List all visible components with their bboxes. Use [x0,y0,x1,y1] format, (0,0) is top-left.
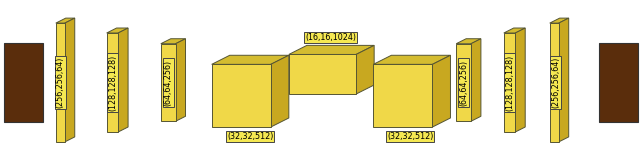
Polygon shape [175,39,186,121]
Polygon shape [504,33,515,132]
Polygon shape [515,28,525,132]
Polygon shape [107,28,128,33]
Polygon shape [65,18,75,142]
Polygon shape [456,39,481,44]
Polygon shape [356,45,374,94]
Polygon shape [212,55,289,64]
Polygon shape [118,28,128,132]
Polygon shape [107,33,118,132]
Polygon shape [56,23,65,142]
Text: (32,32,512): (32,32,512) [227,132,273,141]
Polygon shape [550,23,559,142]
Polygon shape [471,39,481,121]
Bar [4,43,44,122]
Polygon shape [559,18,569,142]
Bar [599,43,638,122]
Polygon shape [504,28,525,33]
Text: (64,64,256): (64,64,256) [459,59,468,106]
Polygon shape [550,18,569,23]
Polygon shape [161,39,186,44]
Text: (32,32,512): (32,32,512) [387,132,433,141]
Polygon shape [433,55,451,127]
Polygon shape [456,44,471,121]
Text: (128,128,128): (128,128,128) [505,54,514,111]
Polygon shape [289,45,374,54]
Polygon shape [56,18,75,23]
Polygon shape [373,64,433,127]
Text: (256,256,64): (256,256,64) [551,57,560,108]
Polygon shape [271,55,289,127]
Polygon shape [212,64,271,127]
Polygon shape [373,55,451,64]
Text: (256,256,64): (256,256,64) [56,57,65,108]
Text: (64,64,256): (64,64,256) [164,59,173,106]
Text: (128,128,128): (128,128,128) [108,54,117,111]
Polygon shape [161,44,175,121]
Polygon shape [289,54,356,94]
Text: (16,16,1024): (16,16,1024) [305,33,356,42]
